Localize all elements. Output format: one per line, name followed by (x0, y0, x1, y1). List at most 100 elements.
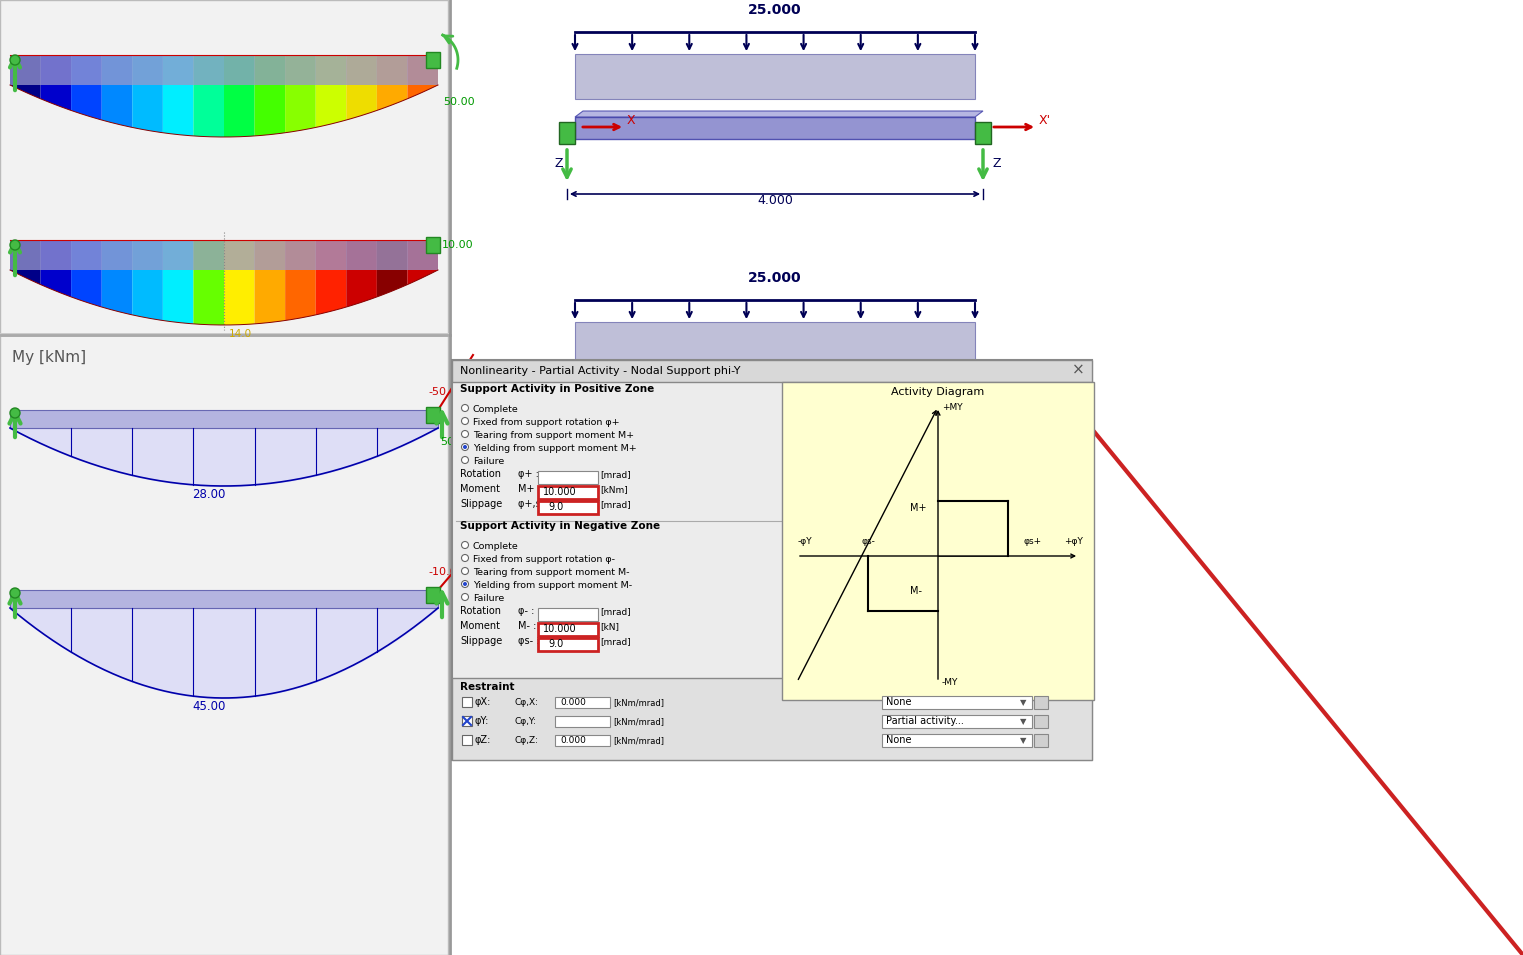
Bar (11, 410, 439, 428)
Text: ▼: ▼ (1020, 698, 1027, 707)
Bar (461, 697, 472, 707)
Text: φY:: φY: (475, 716, 489, 726)
Bar (538, 623, 599, 636)
Bar (538, 638, 599, 651)
Text: 9.0: 9.0 (548, 502, 564, 512)
Text: [kNm/mrad]: [kNm/mrad] (612, 698, 664, 707)
Text: M- :: M- : (518, 621, 536, 631)
Text: φZ:: φZ: (475, 735, 492, 745)
Bar (11, 590, 439, 608)
Text: Failure: Failure (474, 457, 504, 466)
Text: X': X' (1039, 382, 1051, 395)
Bar (426, 407, 440, 423)
Text: ×: × (1072, 362, 1084, 377)
Text: Z: Z (554, 157, 564, 170)
Bar (0, 333, 449, 337)
Text: [kNm/mrad]: [kNm/mrad] (612, 736, 664, 745)
Text: Moment: Moment (460, 621, 500, 631)
Bar (781, 382, 1094, 700)
Circle shape (461, 541, 469, 548)
Bar (559, 390, 576, 412)
Text: Restraint: Restraint (460, 682, 515, 692)
Text: Z: Z (993, 157, 1002, 170)
Bar (882, 715, 1033, 728)
Bar (452, 360, 1092, 760)
Bar (576, 117, 975, 139)
Text: Rotation: Rotation (460, 469, 501, 479)
Text: Z: Z (993, 425, 1002, 438)
Text: Fixed from support rotation φ-: Fixed from support rotation φ- (474, 555, 615, 564)
Circle shape (461, 431, 469, 437)
Text: [mrad]: [mrad] (600, 500, 631, 509)
Text: -10.00: -10.00 (428, 567, 463, 577)
Polygon shape (285, 55, 315, 133)
Bar (538, 471, 599, 484)
Polygon shape (102, 55, 133, 127)
Polygon shape (163, 55, 193, 136)
Polygon shape (41, 240, 72, 297)
Circle shape (461, 581, 469, 587)
Polygon shape (193, 55, 224, 137)
Text: Complete: Complete (474, 405, 519, 414)
Bar (461, 735, 472, 745)
Text: 4.000: 4.000 (757, 194, 793, 207)
Text: 45.00: 45.00 (192, 700, 225, 713)
Polygon shape (254, 240, 285, 324)
Polygon shape (376, 55, 408, 111)
Text: [kNm]: [kNm] (600, 485, 627, 494)
Bar (538, 501, 599, 514)
Bar (538, 486, 599, 499)
Bar (11, 55, 439, 85)
Text: Support Activity in Negative Zone: Support Activity in Negative Zone (460, 521, 659, 531)
Text: 14.0: 14.0 (228, 329, 253, 339)
Text: φs-: φs- (862, 537, 876, 546)
Bar (554, 697, 611, 708)
Circle shape (11, 240, 20, 250)
Bar (452, 360, 1092, 382)
Text: None: None (886, 735, 911, 745)
Bar (554, 735, 611, 746)
Text: X: X (627, 114, 635, 127)
Polygon shape (41, 55, 72, 111)
Bar (975, 390, 991, 412)
Bar (11, 240, 439, 270)
Text: X': X' (1039, 114, 1051, 127)
Text: M+: M+ (911, 503, 926, 513)
Text: [mrad]: [mrad] (600, 470, 631, 479)
Bar (576, 54, 975, 99)
Text: Cφ,X:: Cφ,X: (515, 698, 539, 707)
Text: +MY: +MY (943, 403, 963, 412)
Text: Nonlinearity - Partial Activity - Nodal Support phi-Y: Nonlinearity - Partial Activity - Nodal … (460, 366, 740, 376)
Polygon shape (346, 55, 376, 120)
Text: 25.000: 25.000 (748, 271, 801, 285)
Circle shape (463, 445, 468, 449)
Text: My [kNm]: My [kNm] (12, 350, 87, 365)
Bar (559, 122, 576, 144)
Text: M+ :: M+ : (518, 484, 541, 494)
Circle shape (11, 408, 20, 418)
Polygon shape (163, 240, 193, 324)
Circle shape (461, 443, 469, 451)
Polygon shape (254, 55, 285, 136)
Text: Z: Z (554, 425, 564, 438)
Polygon shape (72, 240, 102, 308)
Bar (452, 678, 1092, 760)
Text: 50.00: 50.00 (443, 97, 475, 107)
Polygon shape (346, 240, 376, 308)
Text: 0.000: 0.000 (560, 698, 586, 707)
Text: [mrad]: [mrad] (600, 637, 631, 646)
Text: φs+: φs+ (1023, 537, 1042, 546)
Polygon shape (224, 240, 254, 325)
Text: φ+ :: φ+ : (518, 469, 539, 479)
Text: [mrad]: [mrad] (600, 607, 631, 616)
Text: Cφ,Z:: Cφ,Z: (515, 736, 539, 745)
Polygon shape (576, 111, 982, 117)
Text: [kNm/mrad]: [kNm/mrad] (612, 717, 664, 726)
Bar (1034, 696, 1048, 709)
Text: Partial activity...: Partial activity... (886, 716, 964, 726)
Polygon shape (102, 240, 133, 315)
Text: 10.000: 10.000 (544, 487, 577, 497)
Polygon shape (11, 55, 41, 98)
Bar (426, 587, 440, 603)
Text: X: X (627, 382, 635, 395)
